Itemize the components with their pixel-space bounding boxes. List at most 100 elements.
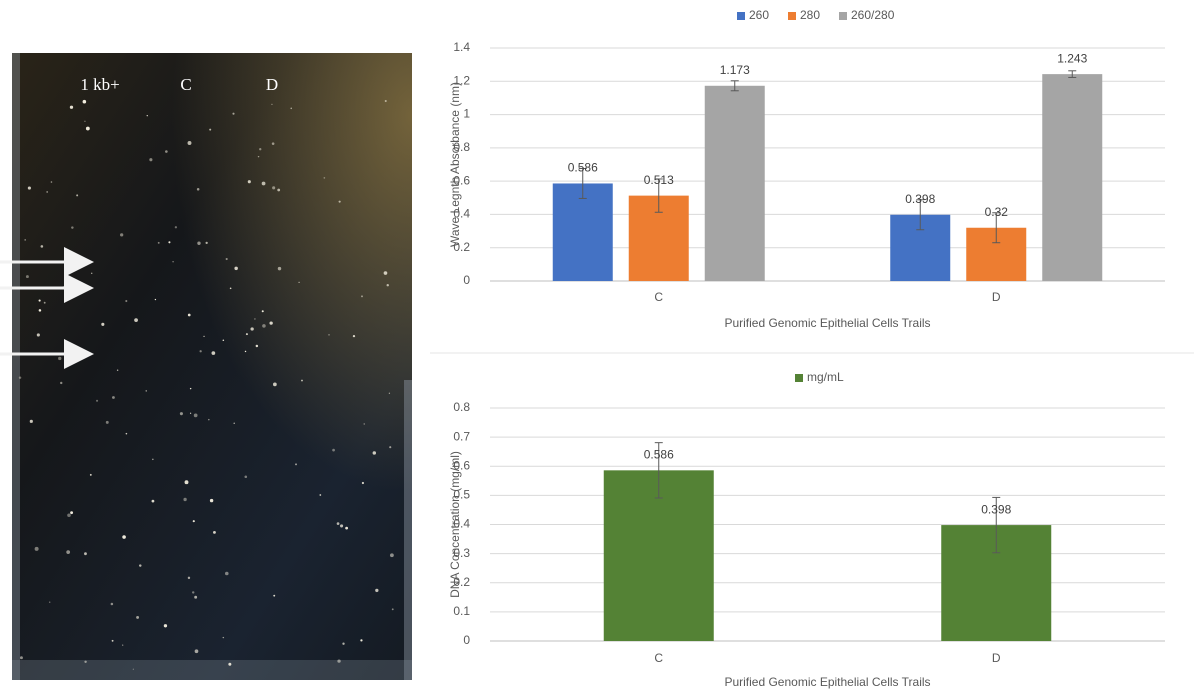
speck — [185, 480, 189, 484]
speck — [83, 100, 87, 104]
speck — [226, 258, 228, 260]
figure: 1 kb+ C D 00.20.40.60.811.21.4C0.5860.51… — [0, 0, 1194, 693]
speck — [84, 552, 87, 555]
speck — [111, 603, 114, 606]
speck — [146, 390, 147, 391]
speck — [389, 446, 391, 448]
y-tick-label: 1 — [463, 107, 470, 121]
legend-label: 260/280 — [851, 8, 895, 22]
speck — [180, 412, 183, 415]
gel-edge — [404, 380, 412, 680]
speck — [106, 421, 109, 424]
speck — [210, 499, 213, 502]
speck — [190, 388, 191, 389]
speck — [254, 318, 255, 319]
gel-glow — [12, 53, 412, 680]
speck — [193, 520, 195, 522]
speck — [340, 524, 343, 527]
speck — [147, 115, 148, 116]
speck — [168, 241, 170, 243]
speck — [248, 180, 251, 183]
y-tick-label: 0.1 — [453, 604, 470, 618]
speck — [149, 158, 152, 161]
speck — [256, 345, 258, 347]
y-axis-title: DNA Concentration (mg/ml) — [448, 451, 462, 598]
speck — [24, 239, 26, 241]
speck — [66, 550, 70, 554]
speck — [194, 414, 198, 418]
value-label: 1.173 — [720, 63, 750, 77]
speck — [232, 113, 234, 115]
speck — [96, 400, 98, 402]
speck — [133, 669, 134, 670]
speck — [375, 589, 378, 592]
x-tick-label: D — [992, 651, 1001, 665]
speck — [203, 336, 204, 337]
x-tick-label: D — [992, 290, 1001, 304]
speck — [188, 314, 191, 317]
x-axis-title: Purified Genomic Epithelial Cells Trails — [724, 316, 930, 330]
speck — [258, 156, 259, 157]
speck — [152, 500, 155, 503]
speck — [205, 242, 207, 244]
y-tick-label: 0.8 — [453, 400, 470, 414]
y-tick-label: 1.4 — [453, 40, 470, 54]
speck — [389, 393, 390, 394]
speck — [360, 639, 362, 641]
speck — [139, 564, 141, 566]
speck — [164, 624, 167, 627]
speck — [90, 474, 92, 476]
speck — [39, 299, 41, 301]
legend-swatch — [788, 12, 796, 20]
speck — [71, 226, 73, 228]
speck — [51, 181, 53, 183]
speck — [44, 302, 46, 304]
speck — [136, 616, 139, 619]
speck — [337, 659, 340, 662]
value-label: 0.586 — [644, 447, 674, 461]
speck — [188, 141, 192, 145]
value-label: 0.32 — [985, 205, 1009, 219]
speck — [244, 475, 247, 478]
speck — [126, 433, 128, 435]
speck — [188, 577, 190, 579]
speck — [76, 194, 78, 196]
speck — [195, 649, 199, 653]
speck — [122, 535, 126, 539]
speck — [20, 656, 23, 659]
speck — [172, 261, 173, 262]
speck — [49, 601, 50, 602]
speck — [155, 299, 156, 300]
speck — [35, 547, 39, 551]
value-label: 0.586 — [568, 161, 598, 175]
speck — [84, 661, 86, 663]
speck — [192, 591, 194, 593]
x-tick-label: C — [654, 290, 663, 304]
speck — [272, 142, 275, 145]
value-label: 0.398 — [981, 502, 1011, 516]
speck — [122, 645, 123, 646]
speck — [387, 284, 389, 286]
speck — [125, 300, 127, 302]
speck — [342, 643, 344, 645]
speck — [67, 513, 71, 517]
legend-swatch — [839, 12, 847, 20]
speck — [117, 370, 118, 371]
gel-lane-label: 1 kb+ — [80, 75, 119, 94]
speck — [165, 150, 168, 153]
speck — [200, 350, 202, 352]
speck — [190, 413, 191, 414]
bar — [705, 86, 765, 281]
speck — [362, 482, 364, 484]
speck — [345, 527, 348, 530]
speck — [339, 201, 341, 203]
speck — [86, 127, 90, 131]
speck — [278, 267, 281, 270]
speck — [298, 282, 299, 283]
speck — [319, 494, 321, 496]
y-tick-label: 0 — [463, 633, 470, 647]
speck — [384, 271, 388, 275]
speck — [58, 357, 61, 360]
speck — [230, 288, 232, 290]
value-label: 1.243 — [1057, 51, 1087, 65]
